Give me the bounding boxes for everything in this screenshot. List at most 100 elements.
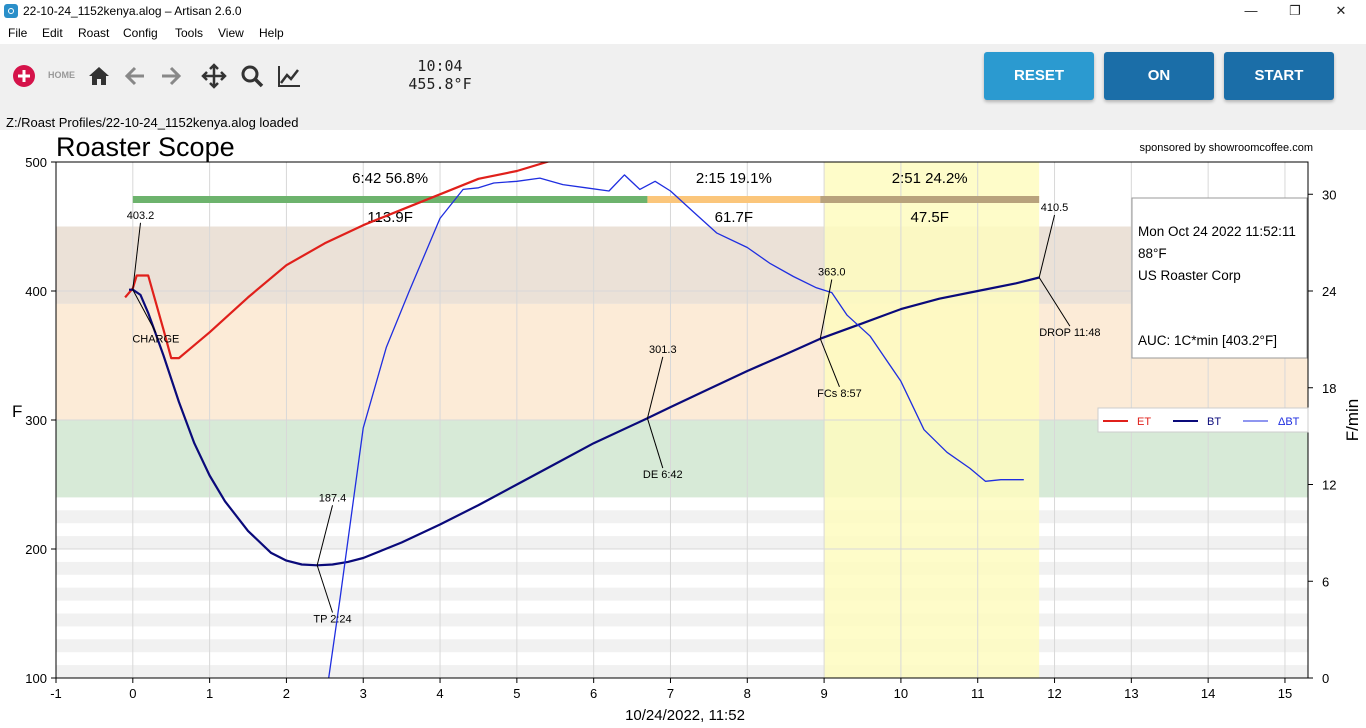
start-button[interactable]: START — [1224, 52, 1334, 100]
y-tick-label: 300 — [25, 413, 47, 428]
phase-bar — [820, 196, 1040, 203]
y2-tick-label: 6 — [1322, 574, 1329, 589]
event-value: 363.0 — [818, 267, 846, 279]
menu-help[interactable]: Help — [259, 26, 284, 40]
phase-delta-label: 113.9F — [367, 209, 413, 226]
zoom-icon[interactable] — [239, 63, 265, 89]
x-tick-label: 0 — [129, 686, 136, 701]
x-axis-label: 10/24/2022, 11:52 — [625, 707, 745, 724]
plus-circle-icon[interactable] — [11, 63, 37, 89]
chart-icon[interactable] — [276, 63, 302, 89]
phase-delta-label: 61.7F — [715, 209, 753, 226]
phase-time-label: 6:42 56.8% — [352, 170, 428, 187]
background-stripe — [56, 613, 1308, 627]
event-pointer — [316, 505, 333, 566]
menu-view[interactable]: View — [218, 26, 244, 40]
event-value: 301.3 — [649, 344, 677, 356]
event-value: 410.5 — [1041, 202, 1069, 214]
menu-config[interactable]: Config — [123, 26, 158, 40]
menu-file[interactable]: File — [8, 26, 28, 40]
x-tick-label: 7 — [667, 686, 674, 701]
x-tick-label: 12 — [1047, 686, 1061, 701]
window-title: 22-10-24_1152kenya.alog – Artisan 2.6.0 — [23, 4, 242, 18]
chart-legend[interactable]: ET BT ΔBT — [1097, 407, 1309, 433]
info-roaster: US Roaster Corp — [1138, 268, 1241, 283]
event-pointer — [819, 279, 833, 339]
status-message: Z:/Roast Profiles/22-10-24_1152kenya.alo… — [6, 115, 299, 130]
menu-roast[interactable]: Roast — [78, 26, 110, 40]
phase-time-label: 2:51 24.2% — [892, 170, 968, 187]
chart-title: Roaster Scope — [56, 132, 235, 162]
event-label: DE 6:42 — [643, 469, 683, 481]
temperature-band — [56, 420, 1308, 498]
background-stripe — [56, 587, 1308, 601]
y-tick-label: 200 — [25, 542, 47, 557]
event-label: DROP 11:48 — [1039, 327, 1100, 339]
menu-edit[interactable]: Edit — [42, 26, 63, 40]
phase-bar — [647, 196, 821, 203]
series-et-line — [124, 162, 551, 360]
series-bt-line — [129, 276, 1040, 567]
roast-info-box: Mon Oct 24 2022 11:52:11 88°F US Roaster… — [1131, 197, 1308, 359]
home-label: HOME — [48, 70, 75, 80]
event-label: TP 2:24 — [313, 614, 351, 626]
title-bar: 22-10-24_1152kenya.alog – Artisan 2.6.0 … — [0, 0, 1366, 22]
phase-bar — [132, 196, 648, 203]
background-stripe — [56, 665, 1308, 678]
home-icon[interactable] — [86, 63, 112, 89]
x-tick-label: 9 — [820, 686, 827, 701]
y2-tick-label: 12 — [1322, 478, 1336, 493]
y2-tick-label: 0 — [1322, 671, 1329, 686]
roast-chart[interactable]: 6:42 56.8% 113.9F 2:15 19.1% 61.7F 2:51 24.2… — [0, 130, 1366, 728]
restore-button[interactable]: ❐ — [1289, 3, 1301, 18]
x-tick-label: 5 — [513, 686, 520, 701]
info-auc: AUC: 1C*min [403.2°F] — [1138, 333, 1277, 348]
x-tick-label: 4 — [436, 686, 443, 701]
back-arrow-icon[interactable] — [122, 63, 148, 89]
y2-tick-label: 30 — [1322, 187, 1336, 202]
lcd-temp: 455.8°F — [408, 75, 472, 93]
pan-icon[interactable] — [201, 63, 227, 89]
minimize-button[interactable]: — — [1244, 3, 1258, 18]
info-date: Mon Oct 24 2022 11:52:11 — [1138, 224, 1296, 239]
y-tick-label: 500 — [25, 155, 47, 170]
y2-tick-label: 24 — [1322, 284, 1336, 299]
event-value: 187.4 — [319, 492, 347, 504]
legend-dbt: ΔBT — [1278, 416, 1300, 428]
event-label: FCs 8:57 — [817, 388, 862, 400]
sponsor-text: sponsored by showroomcoffee.com — [1140, 142, 1313, 154]
event-label: CHARGE — [132, 334, 179, 346]
x-tick-label: 15 — [1278, 686, 1292, 701]
close-button[interactable]: ✕ — [1335, 3, 1347, 18]
phase-delta-label: 47.5F — [911, 209, 949, 226]
x-tick-label: 6 — [590, 686, 597, 701]
on-button[interactable]: ON — [1104, 52, 1214, 100]
x-tick-label: 10 — [894, 686, 908, 701]
phase-time-label: 2:15 19.1% — [696, 170, 772, 187]
event-pointer — [132, 222, 141, 290]
y-axis-label: F — [12, 402, 22, 421]
menu-bar: File Edit Roast Config Tools View Help — [0, 22, 1366, 44]
y-tick-label: 400 — [25, 284, 47, 299]
lcd-time: 10:04 — [417, 57, 463, 75]
artisan-app-icon — [4, 4, 18, 18]
y-tick-label: 100 — [25, 671, 47, 686]
background-stripe — [56, 510, 1308, 524]
background-stripe — [56, 536, 1308, 549]
background-stripe — [56, 639, 1308, 653]
event-pointer — [819, 338, 840, 387]
event-pointer — [132, 289, 157, 333]
y2-tick-label: 18 — [1322, 381, 1336, 396]
reset-button[interactable]: RESET — [984, 52, 1094, 100]
legend-bt: BT — [1207, 416, 1221, 428]
info-ambient: 88°F — [1138, 246, 1167, 261]
background-stripe — [56, 561, 1308, 575]
event-value: 403.2 — [127, 210, 155, 222]
x-tick-label: 14 — [1201, 686, 1215, 701]
menu-tools[interactable]: Tools — [175, 26, 204, 40]
forward-arrow-icon[interactable] — [158, 63, 184, 89]
event-pointer — [1038, 277, 1071, 327]
event-pointer — [316, 565, 333, 613]
x-tick-label: 2 — [283, 686, 290, 701]
y2-axis-label: F/min — [1343, 399, 1362, 442]
